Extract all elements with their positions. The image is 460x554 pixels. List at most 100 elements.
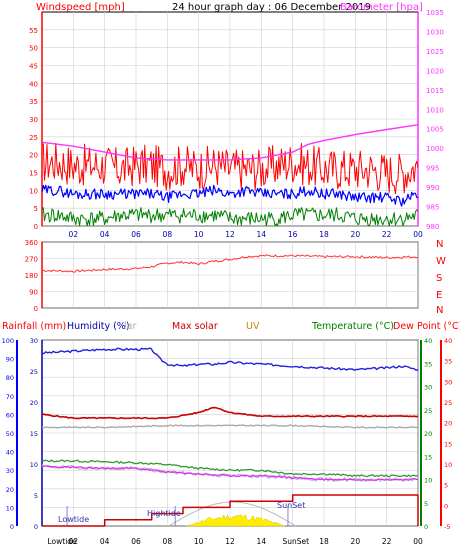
graph-title: 24 hour graph day : 06 December 2019 <box>172 2 371 13</box>
annotation-hightide: Hightide <box>147 509 181 518</box>
legend-uv: UV <box>246 321 260 332</box>
barometer-tick-label: 1020 <box>426 67 444 75</box>
barometer-tick-label: 1030 <box>426 28 444 36</box>
top-x-tick-label: 04 <box>100 230 110 239</box>
humidity-tick-label: 40 <box>6 449 14 457</box>
humidity-tick-label: 80 <box>6 374 14 382</box>
rain-tick-label: 0 <box>34 523 38 531</box>
dewpoint-tick-label: 25 <box>444 399 452 407</box>
top-x-tick-label: 18 <box>319 230 329 239</box>
humidity-tick-label: 100 <box>2 337 14 345</box>
dewpoint-tick-label: 0 <box>444 502 448 510</box>
rain-humidity-temperature-panel: 0102030405060708090100051015202530051015… <box>2 337 453 546</box>
bottom-x-tick-label: 10 <box>194 537 204 546</box>
barometer-tick-label: 980 <box>426 223 439 231</box>
barometer-tick-label: 1005 <box>426 126 444 134</box>
windspeed-tick-label: 15 <box>29 170 38 178</box>
barometer-series <box>41 124 419 161</box>
direction-tick-label: 90 <box>29 289 38 297</box>
humidity-tick-label: 10 <box>6 504 14 512</box>
temperature-tick-label: 0 <box>424 523 428 531</box>
bottom-x-tick-label: 06 <box>131 537 141 546</box>
windspeed-label: Windspeed [mph] <box>36 2 125 13</box>
annotation-sunset: SunSet <box>277 501 305 510</box>
barometer-label: Barometer [hpa] <box>340 2 423 13</box>
humidity-tick-label: 30 <box>6 467 14 475</box>
temperature-tick-label: 30 <box>424 384 432 392</box>
rain-tick-label: 25 <box>30 368 38 376</box>
direction-tick-label: 360 <box>25 239 38 247</box>
temperature-tick-label: 10 <box>424 477 432 485</box>
direction-tick-label: 180 <box>25 272 38 280</box>
temperature-tick-label: 20 <box>424 430 432 438</box>
bottom-x-tick-label: Lowtide <box>48 537 78 546</box>
temperature-tick-label: 15 <box>424 453 432 461</box>
dewpoint-series <box>41 465 419 481</box>
windspeed-tick-label: 40 <box>29 80 38 88</box>
windspeed-tick-label: 50 <box>29 45 38 53</box>
rain-tick-label: 30 <box>30 337 38 345</box>
bottom-x-tick-label: 20 <box>351 537 361 546</box>
direction-tick-label: 270 <box>25 256 38 264</box>
rain-tick-label: 10 <box>30 461 38 469</box>
solar-radiation-fill <box>186 514 285 527</box>
compass-label: N <box>436 305 443 316</box>
humidity-tick-label: 50 <box>6 430 14 438</box>
temperature-tick-label: 35 <box>424 360 432 368</box>
direction-series <box>41 254 419 273</box>
top-x-tick-label: 22 <box>382 230 392 239</box>
dewpoint-tick-label: 40 <box>444 337 452 345</box>
bottom-x-tick-label: 14 <box>257 537 267 546</box>
dewpoint-tick-label: 15 <box>444 440 452 448</box>
wind-barometer-panel: 0510152025303540455055980985990995100010… <box>29 9 444 239</box>
rain-tick-label: 5 <box>34 492 38 500</box>
top-x-tick-label: 06 <box>131 230 141 239</box>
gust-series <box>41 142 419 195</box>
dewpoint-tick-label: 30 <box>444 378 452 386</box>
average-wind-series <box>41 184 419 207</box>
bottom-x-tick-label: 08 <box>163 537 173 546</box>
solar-series <box>41 424 419 429</box>
compass-label: W <box>436 256 446 267</box>
top-x-tick-label: 14 <box>257 230 267 239</box>
dewpoint-tick-label: -5 <box>444 523 450 531</box>
windspeed-tick-label: 5 <box>34 205 38 213</box>
windspeed-tick-label: 10 <box>29 187 38 195</box>
temperature-tick-label: 5 <box>424 500 428 508</box>
windspeed-tick-label: 20 <box>29 152 38 160</box>
top-x-tick-label: 16 <box>288 230 298 239</box>
humidity-tick-label: 70 <box>6 393 14 401</box>
windspeed-tick-label: 0 <box>34 223 38 231</box>
legend-max-solar: Max solar <box>172 321 218 332</box>
legend-fragment: lar <box>124 321 136 332</box>
windspeed-tick-label: 30 <box>29 116 38 124</box>
windspeed-tick-label: 55 <box>29 27 38 35</box>
temperature-series <box>41 459 419 478</box>
dewpoint-tick-label: 10 <box>444 461 452 469</box>
barometer-tick-label: 990 <box>426 184 439 192</box>
humidity-tick-label: 60 <box>6 411 14 419</box>
temperature-tick-label: 40 <box>424 337 432 345</box>
barometer-tick-label: 1000 <box>426 145 444 153</box>
compass-label: S <box>436 273 442 284</box>
bottom-x-tick-label: 12 <box>225 537 235 546</box>
compass-label: N <box>436 239 443 250</box>
top-x-tick-label: 20 <box>351 230 361 239</box>
solar-arc <box>168 501 297 527</box>
annotation-lowtide: Lowtide <box>58 515 89 524</box>
barometer-tick-label: 995 <box>426 165 439 173</box>
windspeed-tick-label: 25 <box>29 134 38 142</box>
bottom-x-tick-label: 18 <box>319 537 329 546</box>
humidity-series <box>41 347 419 372</box>
top-x-tick-label: 00 <box>413 230 423 239</box>
temperature-tick-label: 25 <box>424 407 432 415</box>
direction-tick-label: 0 <box>34 305 38 313</box>
barometer-tick-label: 1035 <box>426 9 444 17</box>
barometer-tick-label: 1015 <box>426 87 444 95</box>
rain-tick-label: 20 <box>30 399 38 407</box>
legend-temperature: Temperature (°C) <box>311 321 394 332</box>
bottom-x-tick-label: 22 <box>382 537 392 546</box>
dewpoint-tick-label: 5 <box>444 482 448 490</box>
